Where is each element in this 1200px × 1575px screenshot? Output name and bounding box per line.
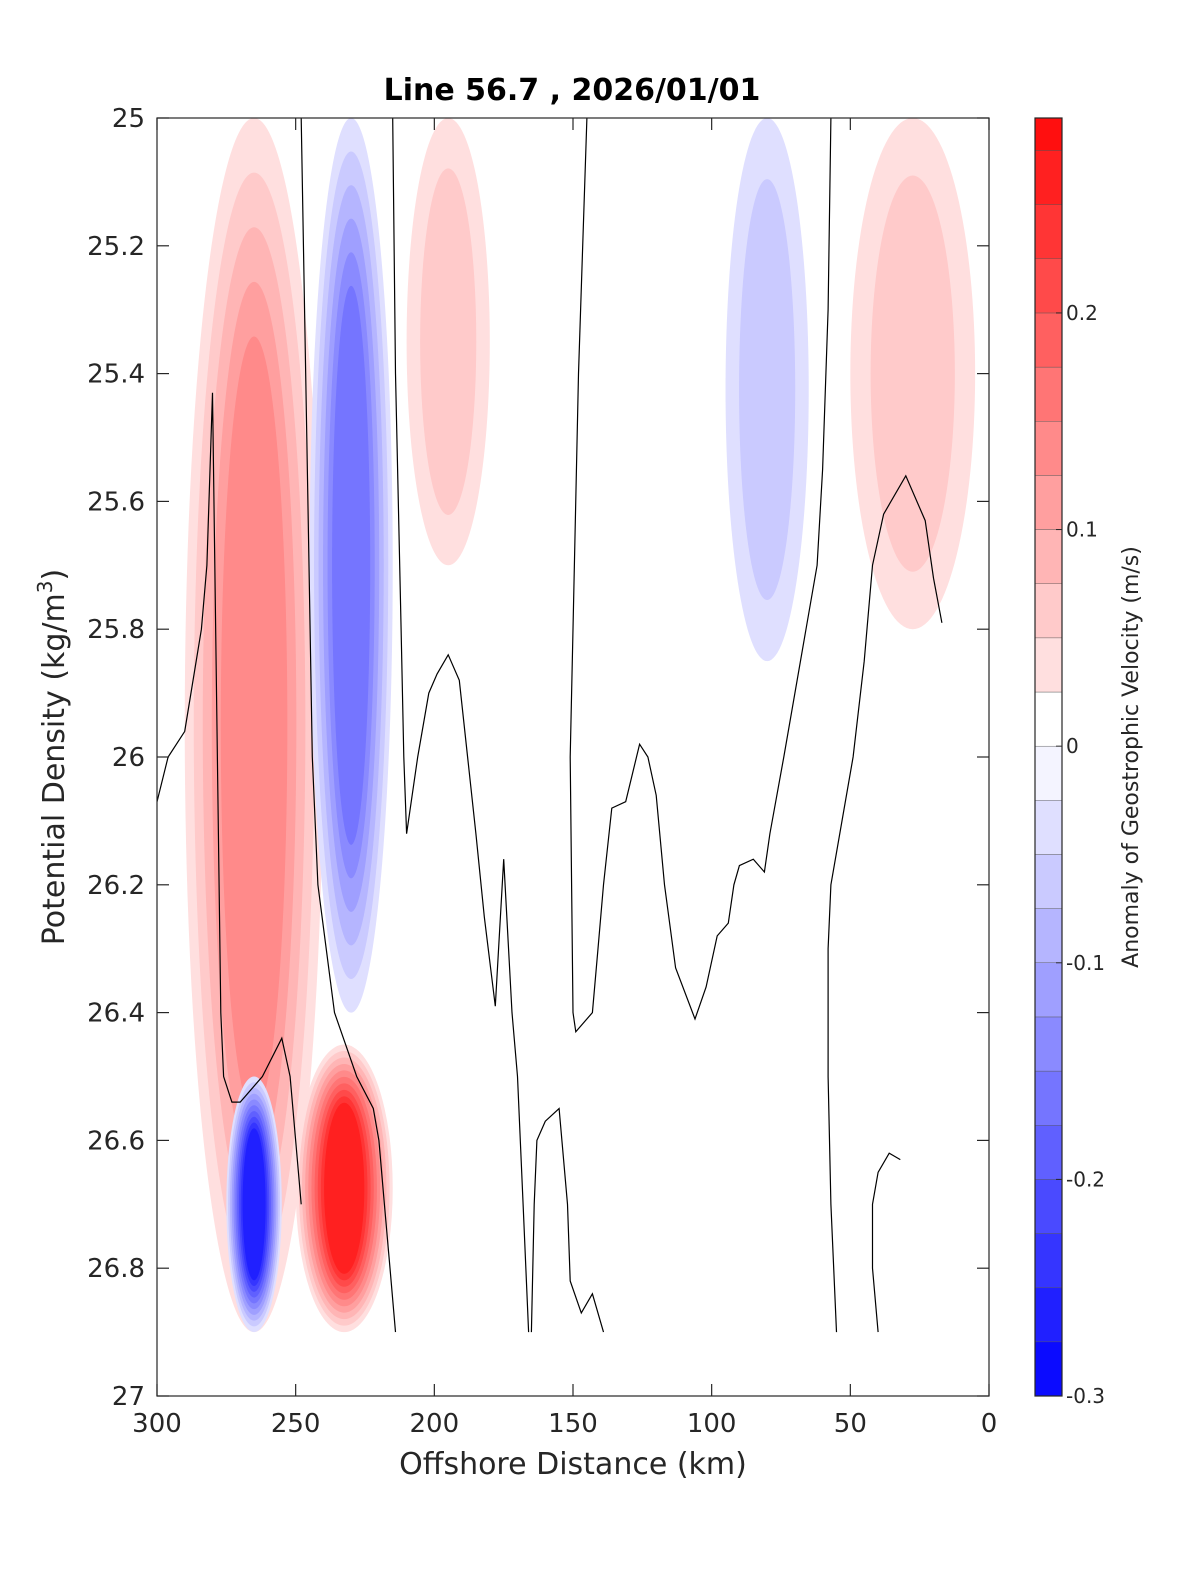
anomaly-region: [226, 1076, 282, 1333]
anomaly-level-band: [324, 1102, 365, 1274]
x-axis-ticks: 300 250 200 150 100 50 0: [132, 118, 997, 1439]
zero-contour-line: [827, 474, 943, 1333]
colorbar-tick-label: 0.2: [1066, 301, 1098, 325]
y-axis-ticks: 25 25.2 25.4 25.6 25.8 26 26.2 26.4 26.6 26.8 27: [87, 104, 989, 1412]
colorbar-level: [1034, 475, 1063, 530]
colorbar-level: [1034, 854, 1063, 909]
colorbar-tick-label: -0.1: [1066, 951, 1105, 975]
y-tick-label: 26.4: [87, 999, 145, 1029]
y-axis-label: Potential Density (kg/m3): [33, 569, 72, 945]
anomaly-region: [295, 1044, 393, 1333]
x-tick-label: 250: [271, 1409, 321, 1439]
colorbar-label: Anomaly of Geostrophic Velocity (m/s): [1119, 546, 1144, 968]
colorbar-level: [1034, 908, 1063, 963]
anomaly-level-band: [332, 285, 371, 845]
chart-title: Line 56.7 , 2026/01/01: [384, 73, 761, 108]
colorbar-level: [1034, 1179, 1063, 1234]
colorbar-level: [1034, 529, 1063, 584]
colorbar-level: [1034, 1070, 1063, 1126]
colorbar-level: [1034, 691, 1063, 747]
colorbar-level: [1034, 800, 1063, 855]
y-tick-label: 26.6: [87, 1126, 145, 1156]
colorbar: -0.3 -0.2 -0.1 0 0.1 0.2: [1034, 117, 1105, 1408]
colorbar-tick-label: 0.1: [1066, 518, 1098, 542]
x-tick-label: 200: [410, 1409, 460, 1439]
anomaly-region: [725, 118, 809, 662]
x-tick-label: 150: [548, 1409, 598, 1439]
colorbar-level: [1034, 421, 1063, 476]
x-axis-label: Offshore Distance (km): [399, 1447, 747, 1482]
y-tick-label: 26.2: [87, 871, 145, 901]
zero-contour-line: [569, 118, 832, 1034]
colorbar-level: [1034, 117, 1063, 151]
y-tick-label: 25.2: [87, 232, 145, 262]
anomaly-region: [850, 118, 976, 630]
anomaly-region: [184, 118, 324, 1333]
y-axis-label-main: Potential Density (kg/m: [37, 593, 72, 945]
anomaly-region: [406, 118, 490, 566]
anomaly-level-band: [242, 1128, 266, 1281]
colorbar-tick-label: -0.2: [1066, 1167, 1105, 1191]
y-axis-label-superscript: 3: [33, 580, 57, 593]
anomaly-level-band: [220, 336, 288, 1114]
colorbar-level: [1034, 583, 1063, 639]
colorbar-level: [1034, 1287, 1063, 1343]
x-tick-label: 100: [687, 1409, 737, 1439]
colorbar-frame: [1034, 117, 1063, 1397]
anomaly-level-band: [420, 168, 477, 515]
y-axis-label-close: ): [37, 569, 72, 581]
colorbar-level: [1034, 637, 1063, 693]
colorbar-level: [1034, 258, 1063, 314]
colorbar-level: [1034, 150, 1063, 205]
zero-contour-line: [300, 118, 397, 1333]
colorbar-level: [1034, 1016, 1063, 1072]
colorbar-tick-label: -0.3: [1066, 1384, 1105, 1408]
x-tick-label: 50: [834, 1409, 867, 1439]
zero-contour-layer: [157, 118, 943, 1333]
colorbar-level: [1034, 312, 1063, 368]
colorbar-level: [1034, 1341, 1063, 1397]
anomaly-level-band: [739, 179, 796, 601]
y-tick-label: 27: [112, 1382, 145, 1412]
zero-contour-line: [392, 118, 530, 1333]
anomaly-fill-layer: [184, 118, 976, 1333]
y-tick-label: 26: [112, 743, 145, 773]
x-tick-label: 0: [981, 1409, 998, 1439]
colorbar-tick-label: 0: [1066, 734, 1079, 758]
y-tick-label: 25.6: [87, 487, 145, 517]
y-tick-label: 26.8: [87, 1254, 145, 1284]
colorbar-level: [1034, 1125, 1063, 1180]
colorbar-level: [1034, 366, 1063, 422]
x-tick-label: 300: [132, 1409, 182, 1439]
anomaly-region: [309, 118, 393, 1013]
anomaly-level-band: [870, 175, 955, 572]
colorbar-level: [1034, 1233, 1063, 1288]
colorbar-level: [1034, 204, 1063, 259]
y-tick-label: 25: [112, 104, 145, 134]
zero-contour-line: [871, 1152, 901, 1333]
colorbar-level: [1034, 962, 1063, 1018]
zero-contour-line: [530, 1107, 605, 1333]
zero-contour-line: [157, 392, 302, 1205]
y-tick-label: 25.4: [87, 360, 145, 390]
y-tick-label: 25.8: [87, 615, 145, 645]
colorbar-level: [1034, 745, 1063, 801]
